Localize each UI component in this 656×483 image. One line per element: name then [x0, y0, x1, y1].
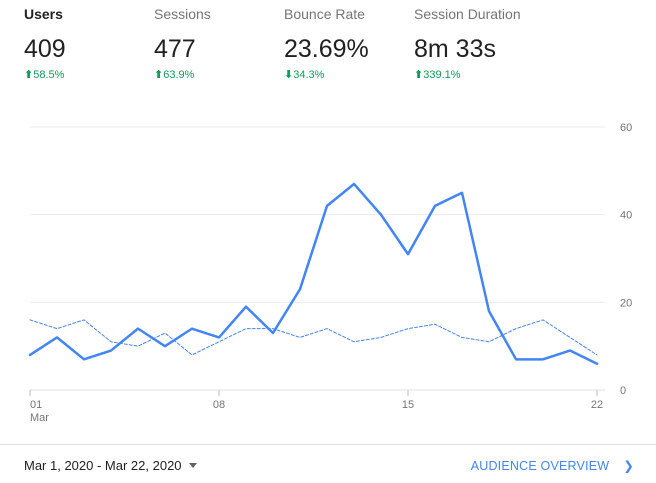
- data-point: [136, 344, 140, 348]
- metric-session-duration[interactable]: Session Duration 8m 33s ⬆339.1%: [414, 6, 544, 82]
- series-line-current: [28, 182, 599, 365]
- data-point: [379, 335, 383, 339]
- metric-value: 8m 33s: [414, 35, 496, 63]
- y-tick-label: 40: [620, 210, 632, 222]
- metric-users[interactable]: Users 409 ⬆58.5%: [24, 6, 154, 82]
- metric-change-value: 339.1%: [423, 69, 461, 81]
- audience-overview-label: AUDIENCE OVERVIEW: [470, 459, 610, 473]
- data-point: [163, 344, 167, 348]
- metric-change-value: 58.5%: [33, 69, 65, 81]
- data-point: [28, 353, 32, 357]
- footer-divider: [0, 444, 656, 445]
- data-point: [109, 349, 113, 353]
- metric-label: Users: [24, 6, 63, 22]
- data-point: [406, 252, 410, 256]
- data-point: [244, 305, 248, 309]
- data-point: [82, 318, 86, 322]
- data-point: [271, 331, 275, 335]
- metric-label: Sessions: [154, 6, 211, 22]
- data-point: [433, 322, 437, 326]
- data-point: [136, 327, 140, 331]
- x-tick-label: 15: [402, 399, 414, 411]
- data-point: [514, 327, 518, 331]
- metric-bounce-rate[interactable]: Bounce Rate 23.69% ⬇34.3%: [284, 6, 414, 82]
- metric-change: ⬇34.3%: [284, 68, 414, 82]
- data-point: [595, 353, 599, 357]
- data-point: [460, 191, 464, 195]
- series-line-previous: [29, 319, 598, 356]
- data-point: [541, 318, 545, 322]
- data-point: [352, 182, 356, 186]
- data-point: [55, 335, 59, 339]
- data-point: [595, 362, 599, 366]
- arrow-up-icon: ⬆: [154, 69, 164, 81]
- data-point: [109, 340, 113, 344]
- caret-down-icon: [188, 463, 197, 469]
- arrow-down-icon: ⬇: [284, 69, 294, 81]
- arrow-up-icon: ⬆: [414, 69, 424, 81]
- metric-change-value: 63.9%: [163, 69, 195, 81]
- data-point: [217, 335, 221, 339]
- metric-value: 409: [24, 35, 66, 63]
- metric-value: 23.69%: [284, 35, 369, 63]
- line-chart[interactable]: 0 20 40 60 01 08 15 22 Mar: [0, 110, 656, 430]
- metric-sessions[interactable]: Sessions 477 ⬆63.9%: [154, 6, 284, 82]
- data-point: [55, 327, 59, 331]
- metric-change: ⬆58.5%: [24, 68, 154, 82]
- metric-change: ⬆339.1%: [414, 68, 544, 82]
- chevron-right-icon: ❯: [623, 459, 634, 473]
- x-tick-label: 08: [213, 399, 225, 411]
- data-point: [352, 340, 356, 344]
- data-point: [487, 340, 491, 344]
- data-point: [541, 357, 545, 361]
- data-point: [514, 357, 518, 361]
- x-tick-label: 22: [591, 399, 603, 411]
- x-tick-label: 01: [30, 399, 42, 411]
- data-point: [568, 335, 572, 339]
- x-sub-label: Mar: [30, 412, 49, 424]
- data-point: [379, 213, 383, 217]
- data-point: [406, 327, 410, 331]
- data-point: [163, 331, 167, 335]
- metric-value: 477: [154, 35, 196, 63]
- data-point: [325, 327, 329, 331]
- data-point: [217, 340, 221, 344]
- y-tick-label: 0: [620, 385, 626, 397]
- y-tick-label: 60: [620, 122, 632, 134]
- data-point: [298, 335, 302, 339]
- date-range-label: Mar 1, 2020 - Mar 22, 2020: [24, 458, 182, 473]
- audience-overview-link[interactable]: AUDIENCE OVERVIEW ❯: [471, 458, 634, 473]
- metric-label: Bounce Rate: [284, 6, 365, 22]
- data-point: [568, 349, 572, 353]
- data-point: [190, 353, 194, 357]
- metric-change-value: 34.3%: [293, 69, 325, 81]
- data-point: [82, 357, 86, 361]
- metric-label: Session Duration: [414, 6, 521, 22]
- y-tick-label: 20: [620, 297, 632, 309]
- data-point: [244, 327, 248, 331]
- data-point: [298, 287, 302, 291]
- date-range-dropdown[interactable]: Mar 1, 2020 - Mar 22, 2020: [24, 458, 197, 473]
- arrow-up-icon: ⬆: [24, 69, 34, 81]
- metric-change: ⬆63.9%: [154, 68, 284, 82]
- data-point: [433, 204, 437, 208]
- data-point: [28, 318, 32, 322]
- data-point: [460, 335, 464, 339]
- data-point: [271, 327, 275, 331]
- data-point: [190, 327, 194, 331]
- data-point: [487, 309, 491, 313]
- data-point: [325, 204, 329, 208]
